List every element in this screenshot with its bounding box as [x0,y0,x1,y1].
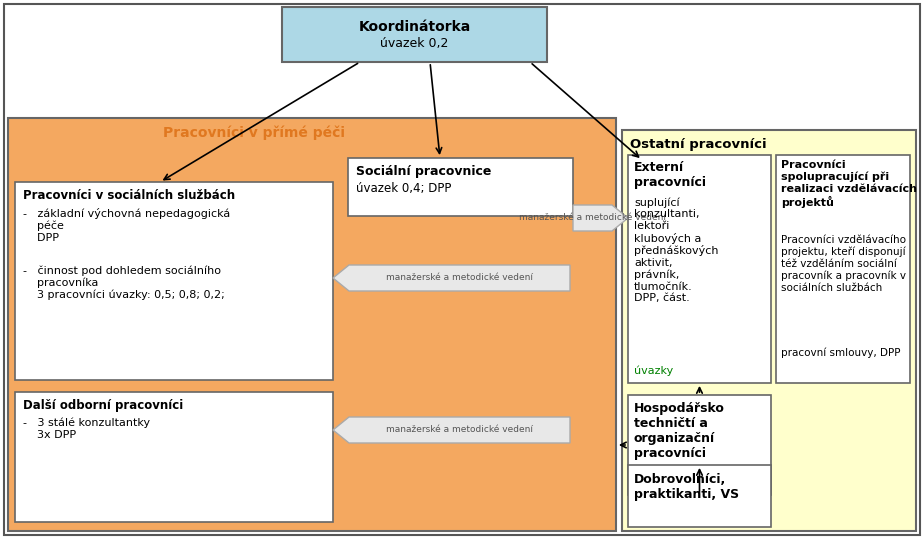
Bar [348,158,573,216]
Polygon shape [573,205,628,231]
Bar [776,155,910,383]
Text: Pracovníci v sociálních službách: Pracovníci v sociálních službách [23,189,235,202]
Text: Dobrovolníci,
praktikanti, VS: Dobrovolníci, praktikanti, VS [634,473,739,501]
Text: Ostatní pracovníci: Ostatní pracovníci [630,138,767,151]
Text: úvazek 0,2: úvazek 0,2 [381,37,449,50]
Text: manažerské a metodické vedení: manažerské a metodické vedení [386,425,533,434]
Text: manažerské a metodické vedení: manažerské a metodické vedení [386,273,533,282]
Text: -   3 stálé konzultantky
    3x DPP: - 3 stálé konzultantky 3x DPP [23,418,150,440]
Text: Sociální pracovnice: Sociální pracovnice [356,165,492,178]
Bar [628,155,771,383]
Bar [8,118,616,531]
Text: -   činnost pod dohledem sociálního
    pracovníka
    3 pracovníci úvazky: 0,5;: - činnost pod dohledem sociálního pracov… [23,265,225,300]
Text: suplující
konzultanti,
lektoři
klubových a
přednáškových
aktivit,
právník,
tlumo: suplující konzultanti, lektoři klubových… [634,197,719,303]
Text: úvazky: úvazky [634,365,674,376]
Bar [628,395,771,495]
Text: Externí
pracovníci: Externí pracovníci [634,161,706,189]
Bar [15,392,333,522]
Text: Hospodářsko
techničtí a
organizační
pracovníci: Hospodářsko techničtí a organizační prac… [634,402,724,460]
Text: Koordinátorka: Koordinátorka [359,20,470,34]
Text: manažerské a metodické vedení: manažerské a metodické vedení [519,213,666,223]
Text: Pracovníci vzdělávacího
projektu, kteří disponují
též vzděláním sociální
pracovn: Pracovníci vzdělávacího projektu, kteří … [781,235,906,293]
Text: Další odborní pracovníci: Další odborní pracovníci [23,399,183,412]
Text: -   základní výchovná nepedagogická
    péče
    DPP: - základní výchovná nepedagogická péče D… [23,208,230,243]
Text: úvazek 0,4; DPP: úvazek 0,4; DPP [356,182,452,195]
Text: Pracovníci v přímé péči: Pracovníci v přímé péči [163,126,345,141]
Bar [15,182,333,380]
Bar [628,465,771,527]
Polygon shape [333,417,570,443]
Text: pracovní smlouvy, DPP: pracovní smlouvy, DPP [781,347,901,357]
Bar [282,7,547,62]
Text: Pracovníci
spolupracující při
realizaci vzdělávacích
projektů: Pracovníci spolupracující při realizaci … [781,160,917,208]
Bar [622,130,916,531]
Polygon shape [333,265,570,291]
